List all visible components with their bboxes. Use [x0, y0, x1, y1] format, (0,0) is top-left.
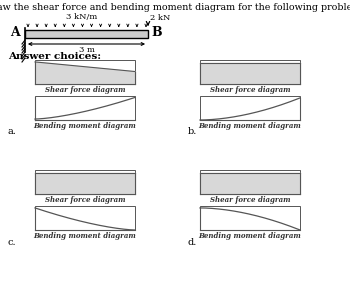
Text: b.: b.	[188, 127, 197, 136]
Bar	[200, 206, 300, 230]
Text: c.: c.	[8, 238, 17, 247]
Text: Answer choices:: Answer choices:	[8, 52, 101, 61]
Bar	[35, 96, 135, 120]
Text: B: B	[151, 27, 162, 39]
Bar	[35, 206, 135, 230]
Bar	[25, 30, 148, 38]
Text: 3 kN/m: 3 kN/m	[66, 13, 97, 21]
Bar	[200, 96, 300, 120]
Text: 3 m: 3 m	[78, 46, 95, 54]
Text: Shear force diagram: Shear force diagram	[210, 86, 290, 94]
Bar	[35, 60, 135, 84]
Bar	[35, 170, 135, 194]
Text: a.: a.	[8, 127, 17, 136]
Text: Shear force diagram: Shear force diagram	[45, 86, 125, 94]
Text: Bending moment diagram: Bending moment diagram	[34, 232, 137, 240]
Text: Draw the shear force and bending moment diagram for the following problem:: Draw the shear force and bending moment …	[0, 3, 350, 12]
Text: d.: d.	[188, 238, 197, 247]
Text: Bending moment diagram: Bending moment diagram	[199, 232, 301, 240]
Text: Bending moment diagram: Bending moment diagram	[199, 122, 301, 130]
Text: Shear force diagram: Shear force diagram	[210, 196, 290, 204]
Bar	[200, 170, 300, 194]
Text: Shear force diagram: Shear force diagram	[45, 196, 125, 204]
Bar	[200, 60, 300, 84]
Text: 2 kN: 2 kN	[150, 14, 170, 22]
Text: A: A	[10, 27, 20, 39]
Text: Bending moment diagram: Bending moment diagram	[34, 122, 137, 130]
